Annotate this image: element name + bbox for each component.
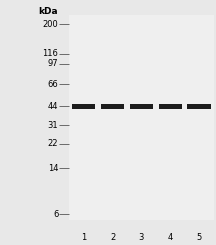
FancyBboxPatch shape (69, 15, 214, 220)
Bar (101, 104, 124, 109)
Text: 22: 22 (48, 139, 58, 148)
Text: 3: 3 (139, 233, 144, 243)
Text: 116: 116 (43, 49, 58, 59)
Text: 44: 44 (48, 102, 58, 111)
Text: 2: 2 (110, 233, 115, 243)
Text: 200: 200 (43, 20, 58, 29)
Text: 14: 14 (48, 164, 58, 173)
Bar (72, 104, 95, 109)
Text: 5: 5 (197, 233, 202, 243)
Text: 66: 66 (48, 80, 58, 89)
Bar (130, 104, 153, 109)
Text: 6: 6 (53, 209, 58, 219)
Bar (159, 104, 182, 109)
Text: 97: 97 (48, 59, 58, 68)
Text: 31: 31 (48, 121, 58, 130)
Text: 1: 1 (81, 233, 86, 243)
Bar (187, 104, 211, 109)
Text: kDa: kDa (39, 7, 58, 15)
Text: 4: 4 (168, 233, 173, 243)
